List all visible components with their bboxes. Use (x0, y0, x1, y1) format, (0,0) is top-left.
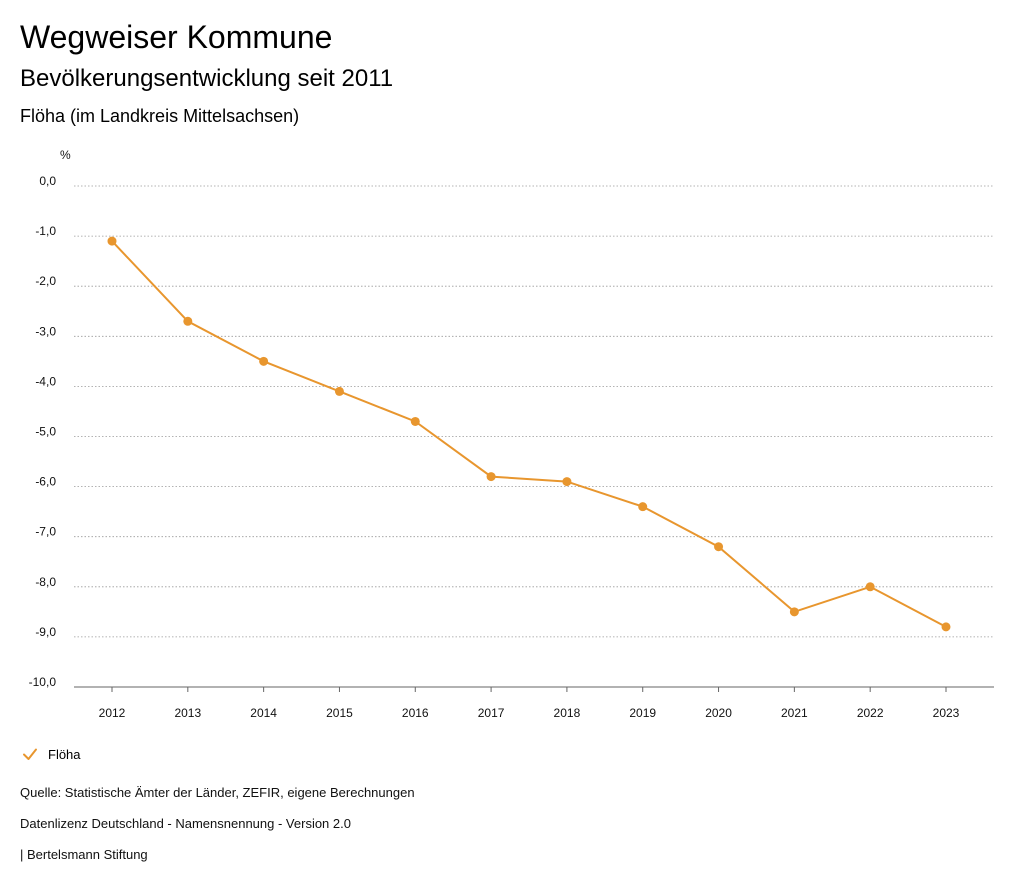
data-point-2020[interactable] (714, 542, 724, 552)
data-point-2016[interactable] (410, 416, 420, 426)
y-axis-ticks: 0,0 -1,0 -2,0 -3,0 -4,0 -5,0 -6,0 -7,0 -8,0 -9,0 -… (29, 174, 57, 689)
y-tick-label: -4,0 (35, 374, 56, 388)
y-tick-label: -5,0 (35, 425, 56, 439)
page-title: Wegweiser Kommune (20, 19, 333, 55)
y-tick-label: 0,0 (39, 174, 56, 188)
data-point-2017[interactable] (486, 472, 496, 482)
x-tick-label: 2018 (554, 706, 581, 720)
legend-label-floeha: Flöha (48, 746, 81, 762)
y-tick-label: -3,0 (35, 324, 56, 338)
x-axis-ticks: 2012 2013 2014 2015 2016 2017 2018 2019 2020 2021… (99, 687, 960, 720)
x-tick-label: 2021 (781, 706, 808, 720)
data-point-2015[interactable] (334, 386, 344, 396)
chart-subtitle: Bevölkerungsentwicklung seit 2011 (20, 65, 394, 92)
x-tick-label: 2019 (629, 706, 656, 720)
y-tick-label: -7,0 (35, 525, 56, 539)
series-points-floeha (107, 236, 951, 632)
x-tick-label: 2014 (250, 706, 277, 720)
y-tick-label: -1,0 (35, 224, 56, 238)
y-tick-label: -10,0 (29, 675, 57, 689)
data-point-2013[interactable] (183, 316, 193, 326)
data-point-2018[interactable] (562, 477, 572, 487)
data-point-2019[interactable] (638, 502, 648, 512)
publisher-note: | Bertelsmann Stiftung (20, 847, 148, 862)
data-point-2012[interactable] (107, 236, 117, 246)
municipality-label: Flöha (im Landkreis Mittelsachsen) (20, 106, 300, 126)
data-point-2022[interactable] (865, 582, 875, 592)
x-tick-label: 2013 (174, 706, 201, 720)
x-tick-label: 2022 (857, 706, 884, 720)
source-note: Quelle: Statistische Ämter der Länder, Z… (20, 785, 415, 800)
y-tick-label: -9,0 (35, 625, 56, 639)
data-point-2023[interactable] (941, 622, 951, 632)
gridlines (74, 185, 994, 688)
y-axis-unit-label: % (60, 148, 71, 162)
data-point-2014[interactable] (259, 356, 269, 366)
x-tick-label: 2020 (705, 706, 732, 720)
y-tick-label: -8,0 (35, 575, 56, 589)
legend[interactable]: Flöha (22, 744, 81, 764)
x-tick-label: 2017 (478, 706, 505, 720)
checkmark-icon (23, 748, 37, 760)
x-tick-label: 2023 (933, 706, 960, 720)
y-tick-label: -2,0 (35, 274, 56, 288)
x-tick-label: 2012 (99, 706, 126, 720)
data-point-2021[interactable] (789, 607, 799, 617)
series-line-floeha (111, 240, 947, 628)
x-tick-label: 2015 (326, 706, 353, 720)
line-chart: % 0,0 -1,0 -2,0 -3,0 -4,0 -5,0 -6,0 -7,0 -8,0 -9,… (29, 148, 994, 720)
license-note: Datenlizenz Deutschland - Namensnennung … (20, 816, 351, 831)
y-tick-label: -6,0 (35, 475, 56, 489)
x-tick-label: 2016 (402, 706, 429, 720)
